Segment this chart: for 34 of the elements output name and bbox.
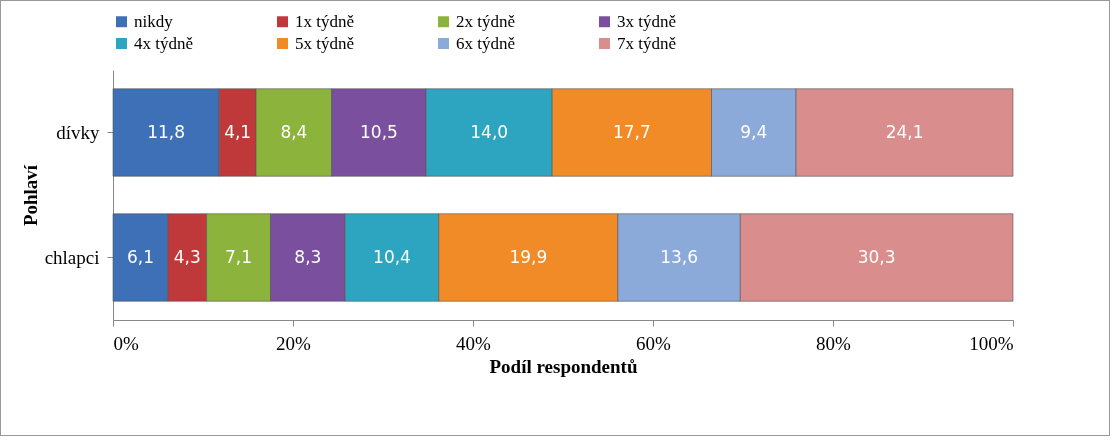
y-axis-title: Pohlaví: [19, 164, 41, 227]
x-tick-label: 40%: [456, 332, 492, 354]
x-tick-label: 0%: [113, 332, 139, 354]
y-tick-label: chlapci: [44, 246, 100, 268]
data-label: 8,4: [280, 121, 308, 142]
x-tick-label: 60%: [636, 332, 672, 354]
x-tick-label: 80%: [816, 332, 852, 354]
legend-label: 3x týdně: [617, 11, 677, 31]
data-label: 4,1: [224, 121, 252, 142]
data-label: 19,9: [509, 246, 548, 267]
data-label: 14,0: [470, 121, 509, 142]
legend-label: 1x týdně: [295, 11, 355, 31]
legend-label: 7x týdně: [617, 33, 677, 53]
legend-label: 4x týdně: [134, 33, 194, 53]
data-label: 30,3: [857, 246, 896, 267]
data-label: 13,6: [660, 246, 699, 267]
data-label: 10,4: [373, 246, 411, 267]
data-label: 8,3: [294, 246, 322, 267]
data-label: 11,8: [147, 121, 186, 142]
data-label: 7,1: [225, 246, 253, 267]
data-label: 17,7: [612, 121, 651, 142]
data-label: 10,5: [360, 121, 398, 142]
x-axis-title: Podíl respondentů: [489, 355, 638, 377]
data-label: 6,1: [126, 246, 154, 267]
x-tick-label: 20%: [276, 332, 312, 354]
legend-label: 5x týdně: [295, 33, 355, 53]
data-label: 4,3: [173, 246, 201, 267]
x-tick-label: 100%: [969, 332, 1014, 354]
y-tick-label: dívky: [56, 121, 100, 143]
data-label: 24,1: [885, 121, 924, 142]
data-label: 9,4: [740, 121, 768, 142]
legend-label: 6x týdně: [456, 33, 516, 53]
legend-label: 2x týdně: [456, 11, 516, 31]
legend-label: nikdy: [134, 11, 174, 31]
